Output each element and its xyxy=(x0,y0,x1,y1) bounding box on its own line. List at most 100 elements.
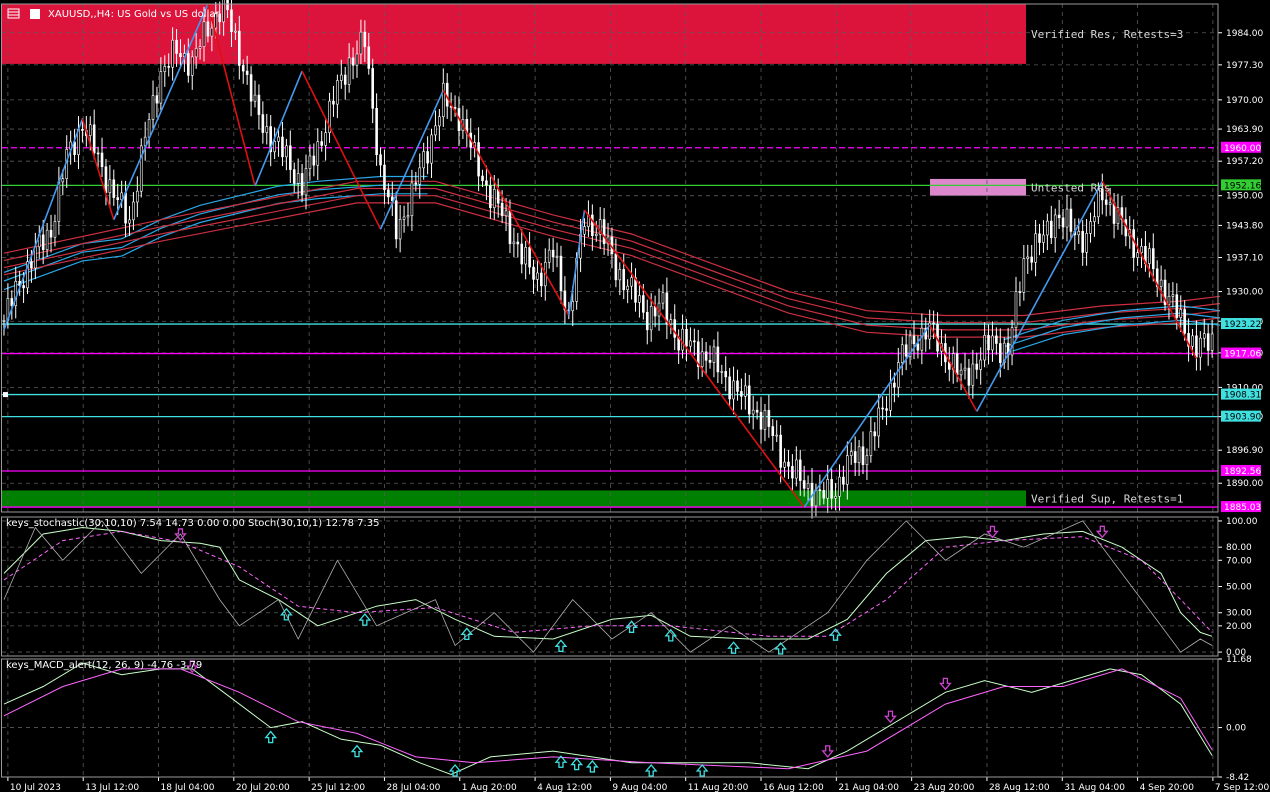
zigzag-segment xyxy=(568,209,586,316)
moving-averages xyxy=(3,175,1221,355)
candle-body xyxy=(893,382,896,388)
candle-body xyxy=(885,408,888,411)
candle-body xyxy=(665,292,669,325)
stochastic-tick-label: 100.00 xyxy=(1226,517,1258,527)
candle-body xyxy=(1202,333,1206,339)
candle-body xyxy=(822,490,826,499)
candle-body xyxy=(912,335,916,345)
macd-pane[interactable]: 11.68 0.00 -8.42 keys_MACD_alert(12, 26, 9… xyxy=(2,655,1252,783)
candle-body xyxy=(234,30,237,33)
up-arrow-icon xyxy=(585,759,599,773)
candle-body xyxy=(540,272,543,287)
chart-type-icon[interactable] xyxy=(7,8,20,19)
down-arrow-icon xyxy=(986,525,999,539)
candle-body xyxy=(1104,199,1108,205)
zigzag-segment xyxy=(928,324,978,412)
zone-label: Untested Res xyxy=(1031,181,1110,194)
candle-body xyxy=(1206,333,1210,351)
candle-body xyxy=(516,241,520,245)
level-price-tag xyxy=(1221,347,1261,359)
level-price-tag xyxy=(1221,464,1261,476)
candle-body xyxy=(524,247,527,265)
candle-body xyxy=(755,409,759,413)
up-arrow-icon xyxy=(644,763,658,777)
candle-body xyxy=(834,495,837,499)
pane-border xyxy=(1,658,1219,778)
candle-body xyxy=(379,154,382,166)
candle-body xyxy=(873,431,877,437)
candle-body xyxy=(53,221,57,238)
level-handle xyxy=(3,392,8,398)
candle-body xyxy=(830,479,833,499)
candle-body xyxy=(626,285,629,291)
candle-body xyxy=(45,229,49,250)
stochastic-grid xyxy=(2,517,1218,656)
price-tick-label: 1937.10 xyxy=(1226,254,1263,264)
candle-body xyxy=(1116,207,1120,224)
up-arrow-icon xyxy=(448,763,462,777)
candle-body xyxy=(281,136,284,158)
candle-body xyxy=(1191,335,1194,347)
ema-blue-line xyxy=(3,184,428,282)
candle-body xyxy=(245,70,249,75)
zigzag-segment xyxy=(442,89,570,316)
candle-body xyxy=(394,200,398,240)
stochastic-pane[interactable]: 100.00 80.00 70.00 50.00 30.00 20.00 0.00 keys… xyxy=(2,517,1258,658)
candle-body xyxy=(202,21,206,47)
candle-body xyxy=(261,114,265,133)
candle-body xyxy=(783,461,786,468)
candle-body xyxy=(861,446,865,466)
macd-title: keys_MACD_alert(12, 26, 9) -4.76 -3.79 xyxy=(6,660,202,671)
zigzag-indicator xyxy=(3,3,1198,508)
candle-body xyxy=(289,145,292,170)
candle-body xyxy=(622,269,626,291)
ema-blue-line xyxy=(1004,312,1221,348)
main-pane[interactable]: Verified Res, Retests=3 Untested Res Verif… xyxy=(2,0,1263,519)
candle-body xyxy=(559,255,563,292)
candle-body xyxy=(441,82,445,117)
candle-body xyxy=(292,169,296,184)
down-arrow-icon xyxy=(1095,525,1109,539)
candle-body xyxy=(614,253,618,281)
candle-body xyxy=(485,180,488,186)
stochastic-tick-label: 70.00 xyxy=(1226,556,1252,566)
candle-body xyxy=(512,241,516,245)
stochastic-axis[interactable]: 100.00 80.00 70.00 50.00 30.00 20.00 0.00 xyxy=(1218,517,1258,658)
ema-red-line xyxy=(3,180,1221,317)
candle-body xyxy=(728,376,731,400)
candle-body xyxy=(257,94,261,115)
candle-body xyxy=(414,182,418,185)
time-tick-label: 9 Aug 04:00 xyxy=(612,783,667,792)
time-axis[interactable]: 10 Jul 2023 13 Jul 12:00 18 Jul 04:00 20 Ju… xyxy=(7,777,1270,792)
candle-body xyxy=(1053,214,1057,239)
flag-icon[interactable] xyxy=(30,9,40,19)
candle-body xyxy=(363,31,367,48)
level-price-text: 1960.00 xyxy=(1224,144,1261,154)
time-tick-label: 4 Sep 20:00 xyxy=(1140,783,1195,792)
candle-body xyxy=(410,182,414,216)
time-tick-label: 1 Aug 20:00 xyxy=(462,783,517,792)
macd-axis[interactable]: 11.68 0.00 -8.42 xyxy=(1218,655,1252,783)
candle-body xyxy=(881,407,884,410)
candle-body xyxy=(1049,220,1053,239)
candle-body xyxy=(504,210,508,217)
candle-body xyxy=(312,155,316,166)
candle-body xyxy=(971,363,975,386)
candle-body xyxy=(253,94,257,102)
candle-body xyxy=(700,351,704,367)
candle-body xyxy=(477,142,480,177)
price-tick-label: 1970.00 xyxy=(1226,96,1263,106)
candle-body xyxy=(1179,309,1183,318)
candle-body xyxy=(838,476,841,497)
candle-body xyxy=(371,68,374,109)
time-tick-label: 18 Jul 04:00 xyxy=(161,783,215,792)
candle-body xyxy=(693,340,696,343)
zigzag-segment xyxy=(803,324,931,508)
up-arrow-icon xyxy=(664,628,678,642)
candle-body xyxy=(795,459,798,479)
candle-body xyxy=(136,190,139,203)
price-axis[interactable]: 1984.00 1977.30 1970.00 1963.90 1957.20 1950.… xyxy=(1218,29,1263,513)
price-tick-label: 1950.00 xyxy=(1226,192,1263,202)
main-grid xyxy=(2,4,1218,512)
